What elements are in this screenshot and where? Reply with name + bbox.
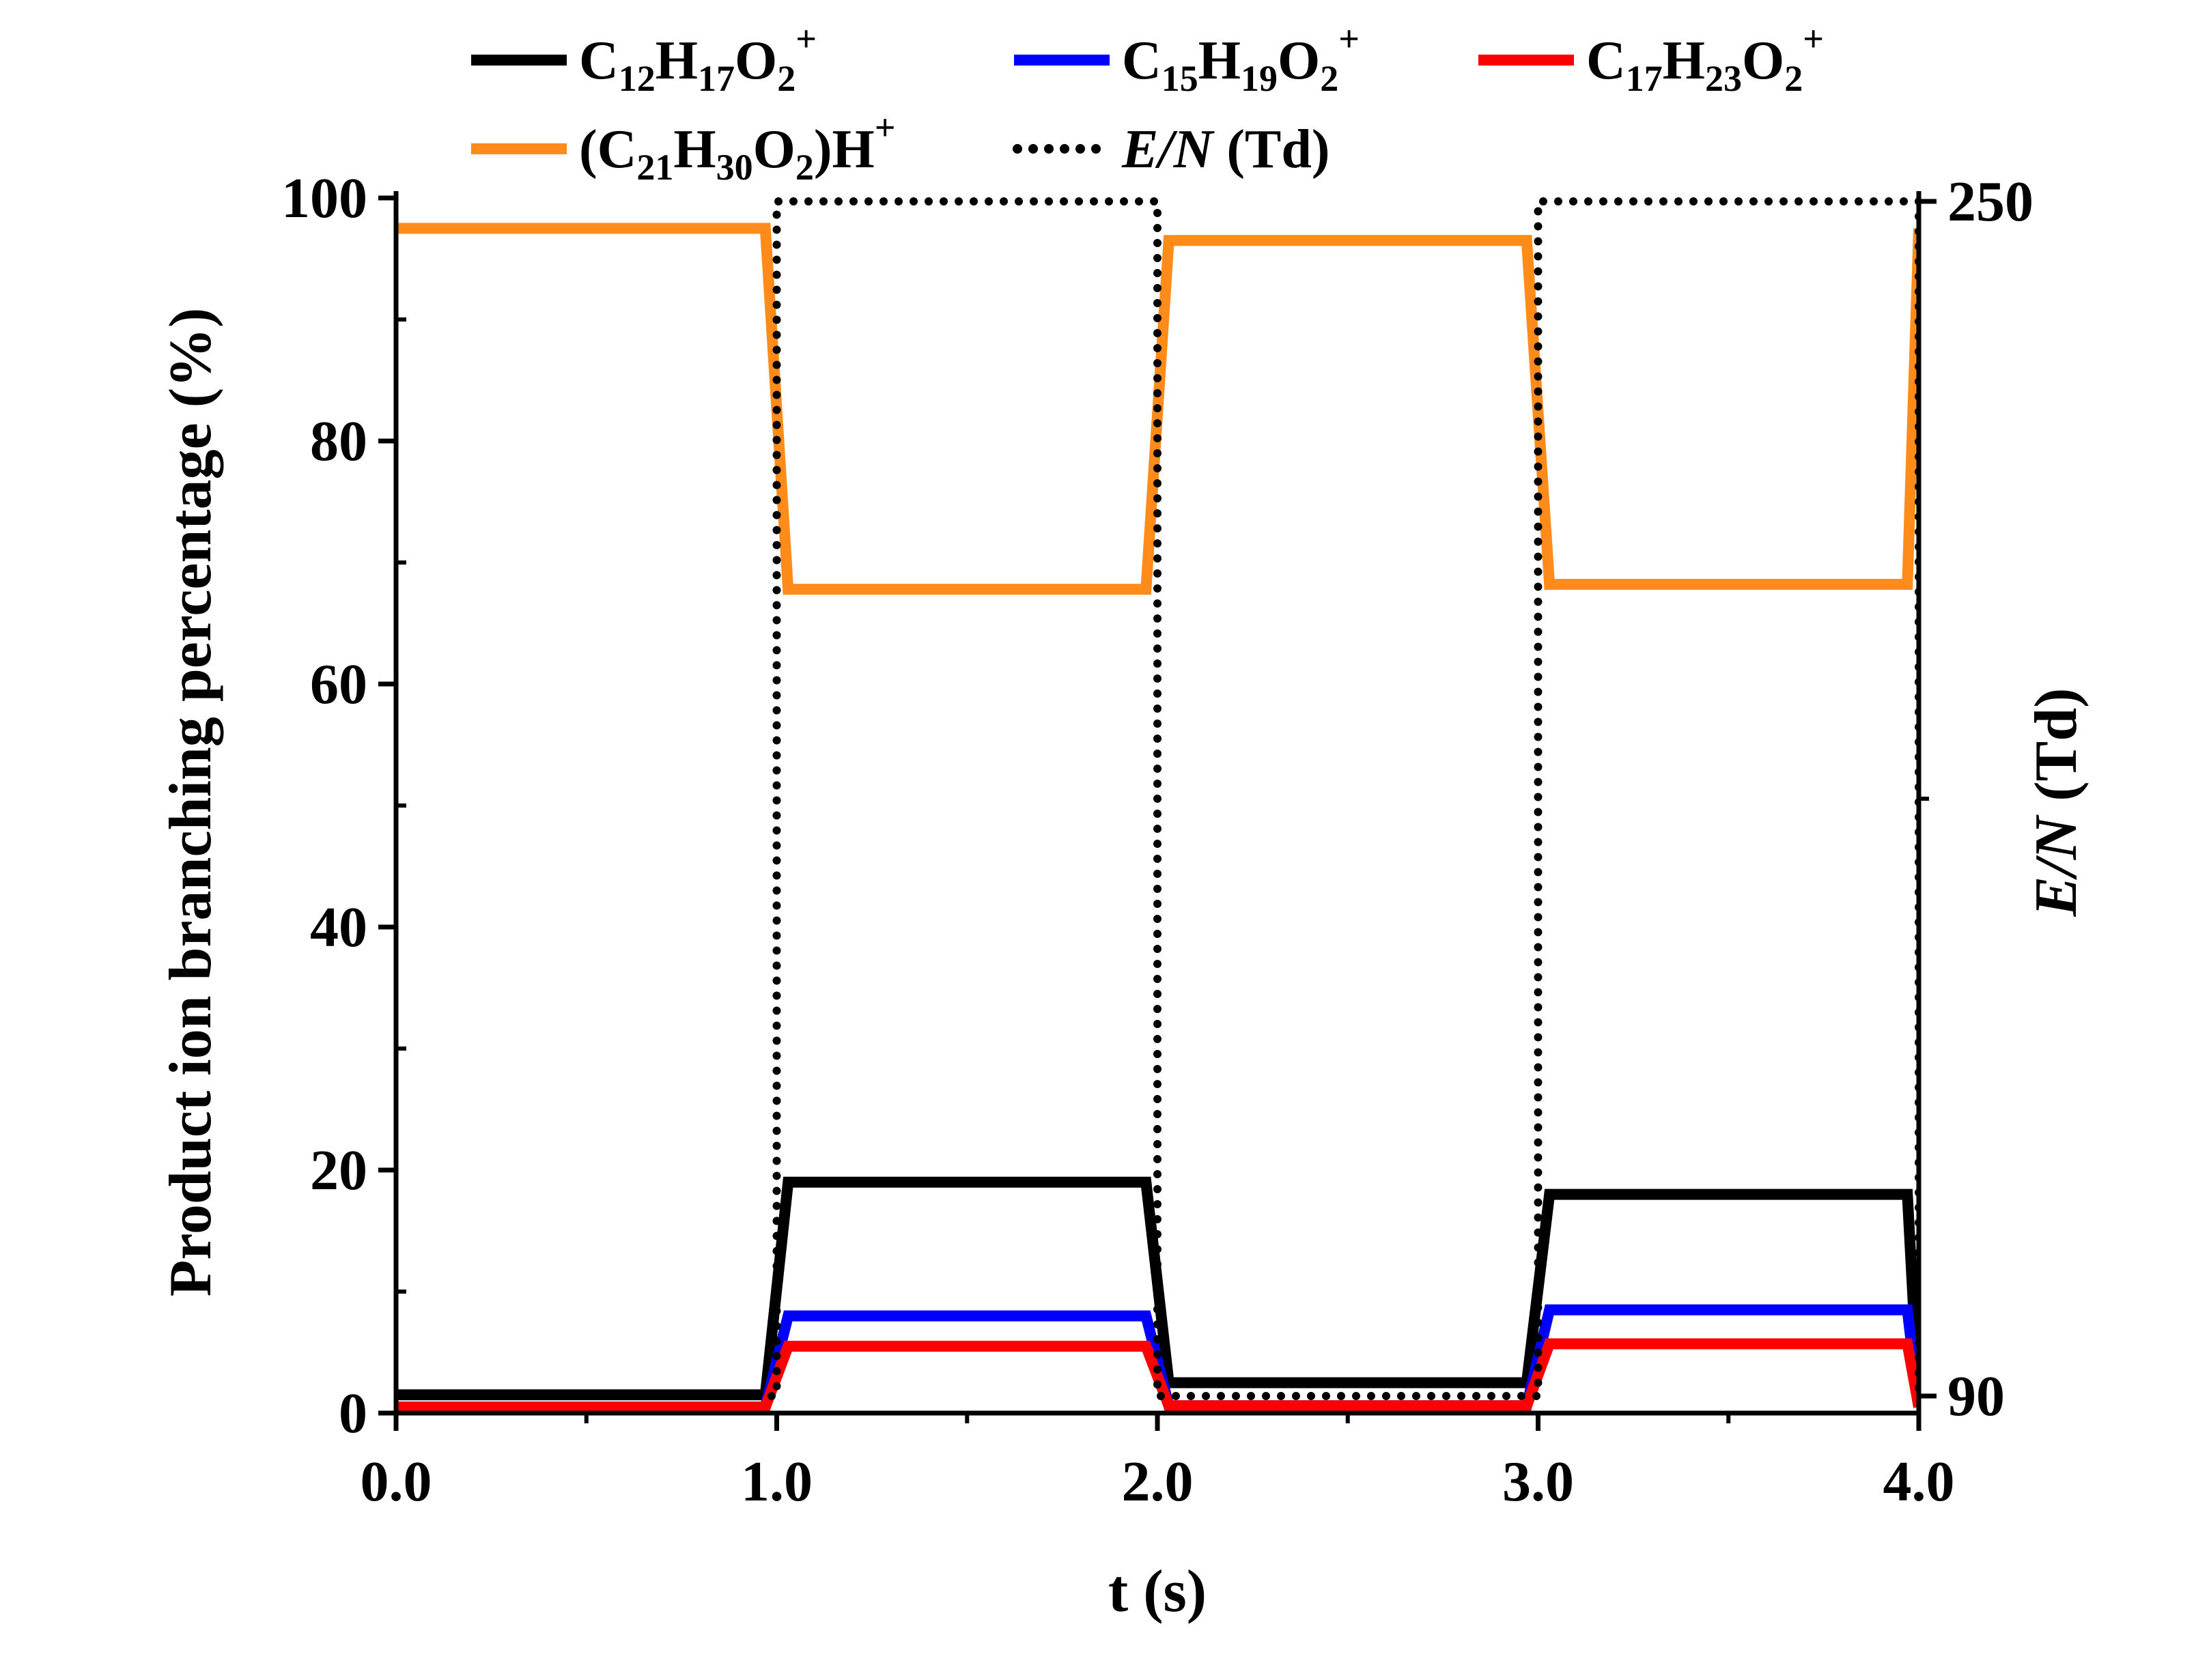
y-tick-label: 80 (310, 410, 367, 473)
y2-tick-label: 90 (1947, 1365, 2005, 1428)
legend-label-s3: C17H23O2+ (1586, 18, 1824, 99)
x-tick-label: 2.0 (1122, 1450, 1194, 1513)
x-axis-title: t (s) (1108, 1558, 1207, 1625)
legend-label-s1: C12H17O2+ (579, 18, 817, 99)
y2-axis-title: E/N (Td) (2023, 688, 2089, 917)
y2-tick-label: 250 (1947, 170, 2033, 233)
legend-entry-s2: C15H19O2+ (1014, 18, 1360, 99)
legend-entry-s1: C12H17O2+ (471, 18, 817, 99)
y-tick-label: 40 (310, 896, 367, 959)
legend-entry-s5: E/N (Td) (1013, 119, 1330, 180)
legend-label-s4: (C21H30O2)H+ (579, 107, 896, 188)
y-tick-label: 20 (310, 1139, 367, 1202)
series-line-s1 (396, 1176, 1919, 1408)
x-tick-label: 1.0 (741, 1450, 813, 1513)
ticks-layer: 0.0 1.0 2.0 3.0 4.0 0 20 40 60 80 100 90 250 (281, 167, 2033, 1513)
legend-entry-s4: (C21H30O2)H+ (471, 107, 896, 188)
series-layer (396, 197, 1919, 1413)
y-tick-label: 60 (310, 653, 367, 716)
x-tick-label: 4.0 (1883, 1450, 1955, 1513)
y-tick-label: 100 (281, 167, 367, 230)
y-axis-title: Product ion branching percentage (%) (158, 308, 224, 1297)
x-tick-label: 3.0 (1502, 1450, 1574, 1513)
x-tick-label: 0.0 (361, 1450, 432, 1513)
legend: C12H17O2+ C15H19O2+ C17H23O2+ (C21H30O2)… (471, 18, 1824, 188)
y-tick-label: 0 (339, 1382, 367, 1445)
legend-label-s5: E/N (Td) (1121, 119, 1330, 180)
legend-label-s2: C15H19O2+ (1122, 18, 1360, 99)
legend-entry-s3: C17H23O2+ (1478, 18, 1824, 99)
series-line-s5 (396, 197, 1919, 1400)
